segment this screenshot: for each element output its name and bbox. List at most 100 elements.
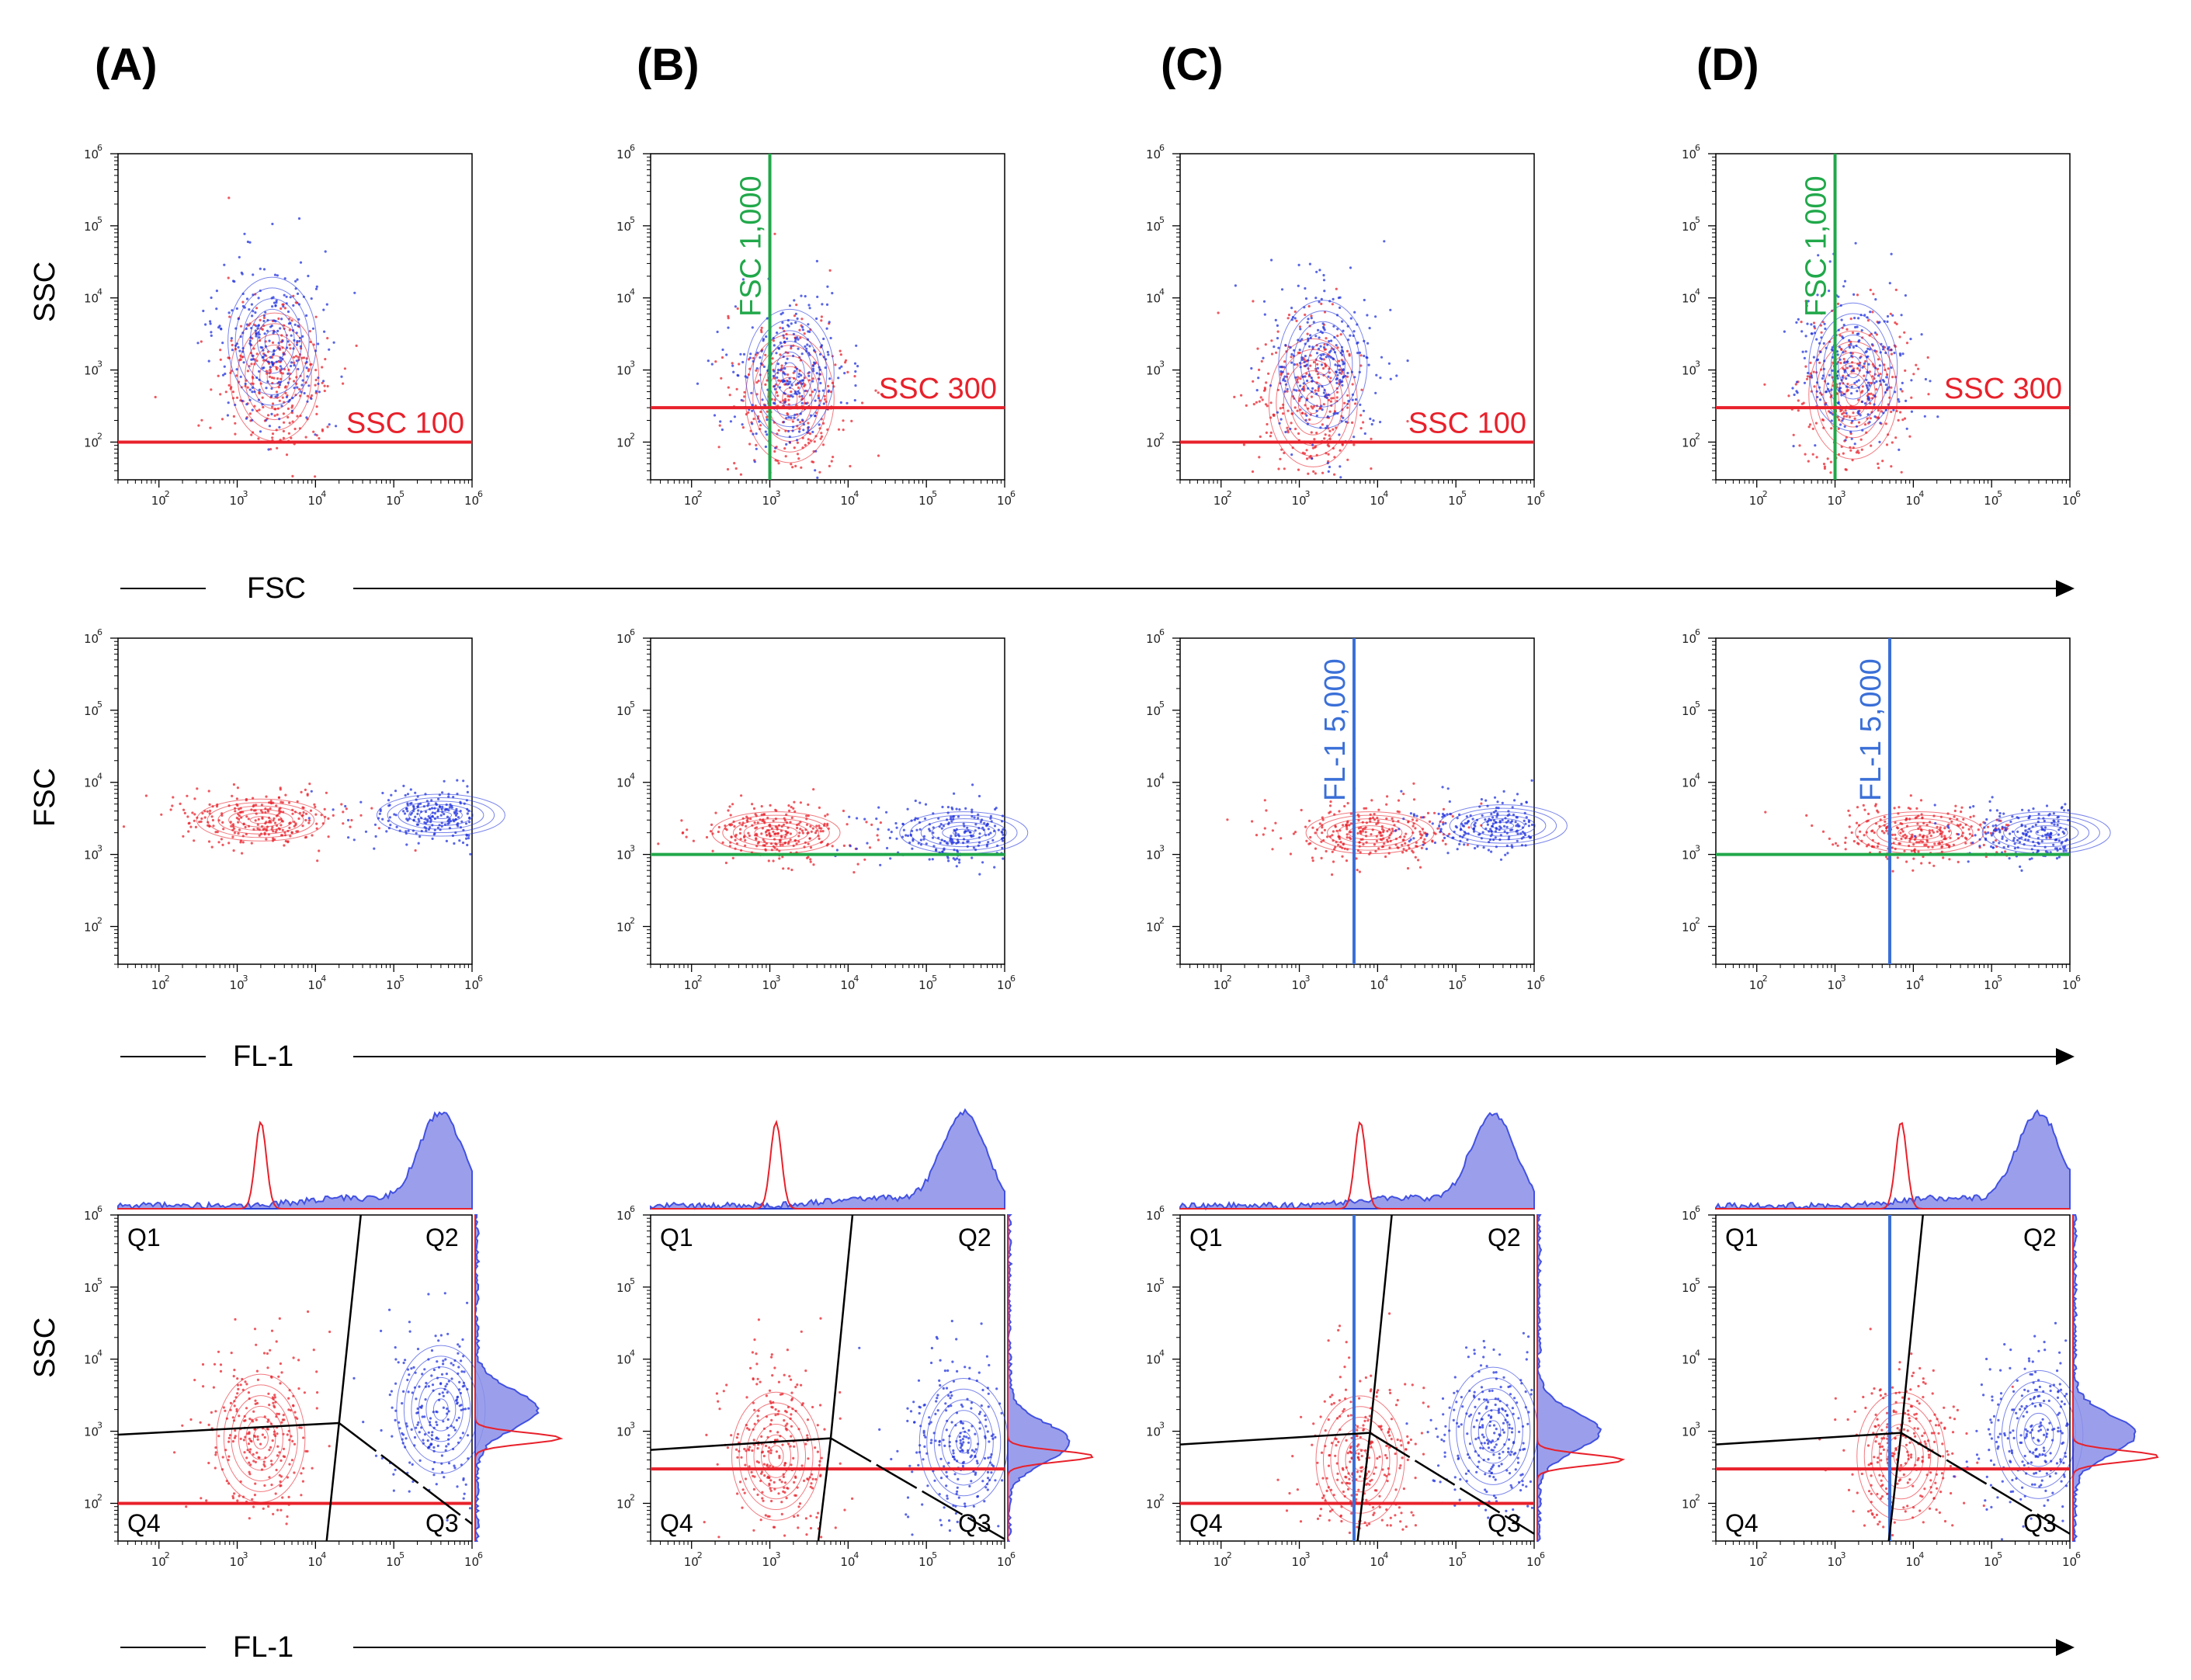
event-dot [272, 819, 275, 822]
event-dot [340, 803, 343, 806]
event-dot [879, 821, 882, 824]
event-dot [1304, 297, 1308, 300]
y-tick-label: 10 [1146, 436, 1161, 450]
event-dot [1905, 399, 1908, 403]
event-dot [1261, 398, 1264, 401]
event-dot [304, 812, 308, 815]
event-dot [248, 388, 252, 391]
event-dot [1293, 388, 1296, 391]
event-dot [2063, 809, 2066, 812]
event-dot [1910, 396, 1913, 399]
event-dot [1894, 436, 1898, 439]
event-dot [1242, 443, 1245, 446]
event-dot [221, 821, 224, 824]
event-dot [193, 839, 196, 842]
event-dot [789, 838, 792, 842]
event-dot [773, 401, 776, 404]
event-dot [1845, 411, 1848, 415]
event-dot [1857, 317, 1860, 320]
event-dot [1251, 820, 1254, 823]
event-dot [439, 814, 443, 817]
event-dot [818, 352, 822, 356]
event-dot [1314, 445, 1318, 448]
event-dot [766, 415, 769, 419]
event-dot [1346, 349, 1349, 352]
event-dot [277, 818, 280, 821]
event-dot [1372, 419, 1375, 422]
event-dot [245, 815, 248, 818]
event-dot [1431, 822, 1434, 825]
event-dot [257, 297, 260, 300]
event-dot [290, 361, 293, 364]
event-dot [300, 790, 303, 794]
y-tick-exponent: 4 [1159, 772, 1165, 782]
event-dot [1961, 826, 1964, 829]
event-dot [1920, 333, 1923, 336]
event-dot [1917, 850, 1920, 853]
event-dot [254, 311, 257, 314]
event-dot [1843, 425, 1846, 429]
event-dot [1816, 395, 1819, 399]
event-dot [782, 355, 785, 359]
event-dot [1856, 390, 1859, 393]
event-dot [1333, 456, 1336, 459]
y-tick-exponent: 4 [1159, 287, 1165, 297]
event-dot [791, 395, 794, 398]
event-dot [245, 403, 248, 406]
event-dot [245, 297, 249, 300]
event-dot [877, 391, 880, 394]
event-dot [293, 323, 297, 326]
event-dot [1384, 855, 1387, 859]
event-dot [705, 835, 709, 839]
density-contour [1305, 391, 1321, 415]
event-dot [1442, 823, 1445, 826]
event-dot [1890, 349, 1893, 352]
event-dot [866, 842, 869, 845]
gate-label: SSC 100 [346, 407, 464, 439]
event-dot [1916, 822, 1919, 825]
event-dot [1314, 389, 1317, 392]
event-dot [1913, 835, 1917, 838]
event-dot [888, 836, 891, 839]
x-tick-exponent: 5 [399, 489, 405, 499]
event-dot [450, 806, 453, 809]
event-dot [947, 859, 950, 863]
event-dot [776, 394, 780, 397]
event-dot [239, 375, 242, 378]
event-dot [280, 367, 283, 370]
series-blue [1234, 240, 1409, 479]
event-dot [278, 418, 281, 421]
x-tick-exponent: 6 [477, 489, 483, 499]
event-dot [1900, 314, 1903, 317]
y-tick-label: 10 [1146, 148, 1161, 161]
event-dot [1792, 445, 1795, 448]
event-dot [1950, 820, 1953, 823]
event-dot [1869, 311, 1872, 314]
event-dot [1290, 352, 1293, 356]
event-dot [1890, 252, 1893, 255]
event-dot [1321, 471, 1325, 474]
event-dot [1349, 317, 1352, 320]
event-dot [241, 841, 245, 844]
event-dot [417, 842, 420, 845]
event-dot [1284, 344, 1287, 347]
event-dot [1322, 391, 1325, 394]
event-dot [863, 817, 866, 821]
event-dot [1314, 335, 1318, 338]
event-dot [263, 332, 266, 335]
event-dot [287, 801, 291, 804]
x-tick-exponent: 3 [776, 974, 781, 984]
event-dot [1324, 433, 1327, 436]
event-dot [1226, 818, 1229, 821]
event-dot [1280, 837, 1283, 840]
event-dot [797, 390, 800, 393]
event-dot [250, 363, 253, 366]
event-dot [1295, 319, 1298, 322]
event-dot [777, 429, 780, 432]
event-dot [1265, 381, 1268, 384]
event-dot [276, 274, 279, 277]
event-dot [732, 370, 735, 373]
event-dot [1514, 821, 1517, 824]
event-dot [1863, 362, 1866, 365]
